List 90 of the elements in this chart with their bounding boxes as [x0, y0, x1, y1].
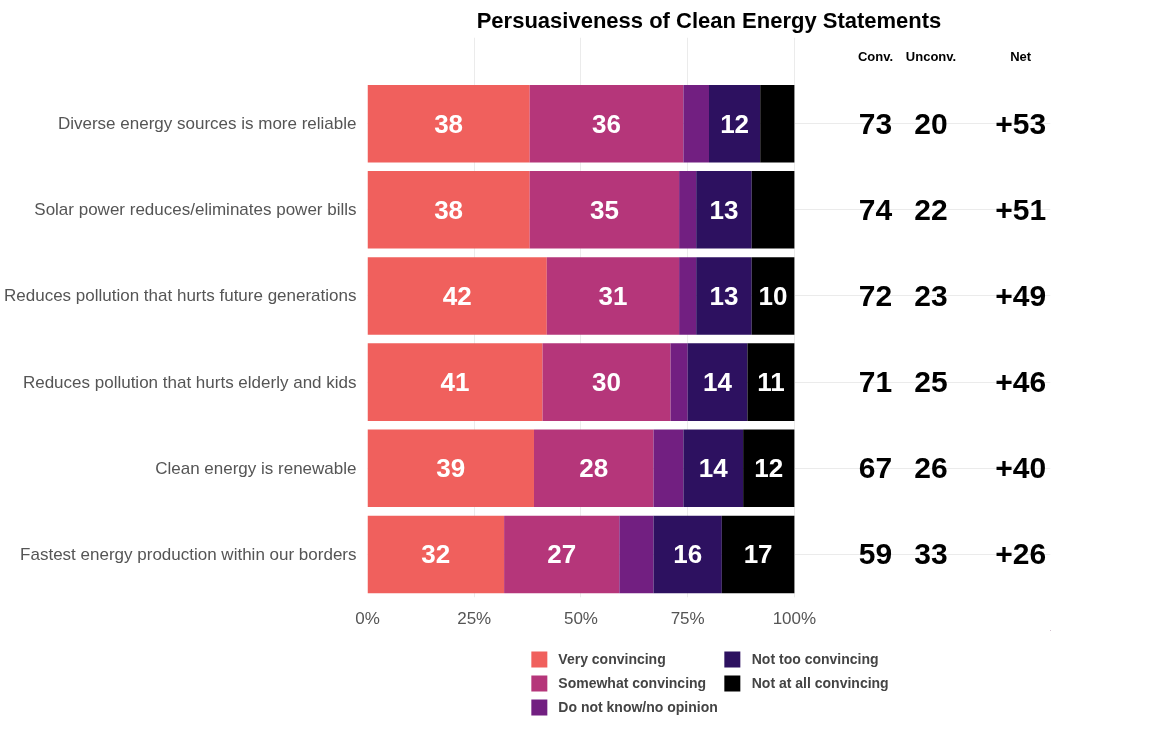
bar	[367, 343, 543, 421]
data-label: 32	[421, 539, 451, 570]
x-tick-label: 0%	[355, 608, 380, 628]
bar	[683, 429, 744, 508]
legend-label: Not at all convincing	[751, 674, 889, 691]
data-label: 30	[592, 367, 622, 398]
bar	[696, 257, 752, 335]
bar	[683, 84, 709, 163]
bar	[546, 257, 680, 335]
data-label: 14	[703, 367, 733, 398]
bar	[670, 343, 688, 421]
data-label: 42	[442, 280, 472, 311]
data-label: 13	[709, 194, 739, 225]
data-label: 38	[434, 108, 464, 139]
y-tick-label: Clean energy is renewable	[155, 458, 357, 478]
text: +49	[995, 278, 1047, 312]
bar	[653, 429, 684, 508]
data-label: 38	[434, 194, 464, 225]
data-label: 14	[698, 453, 729, 484]
bar	[751, 257, 795, 335]
bar	[504, 515, 620, 594]
bar	[529, 171, 680, 249]
bar	[751, 171, 795, 249]
data-label: 28	[579, 453, 609, 484]
data-label: 13	[709, 280, 739, 311]
text: +51	[995, 192, 1047, 226]
legend-label: Not too convincing	[751, 650, 879, 667]
data-label: 16	[673, 539, 703, 570]
text: Net	[1010, 48, 1032, 64]
text: 26	[914, 451, 948, 485]
x-tick-label: 50%	[563, 608, 598, 628]
y-tick-label: Reduces pollution that hurts elderly and kids	[22, 372, 357, 392]
legend-label: Do not know/no opinion	[558, 698, 718, 715]
text: 33	[914, 537, 948, 571]
x-tick-label: 100%	[772, 608, 817, 628]
text: Conv.	[857, 48, 894, 64]
bar	[747, 343, 795, 421]
bar	[529, 84, 684, 163]
bar	[542, 343, 671, 421]
bar	[679, 257, 697, 335]
legend-label: Somewhat convincing	[558, 674, 707, 691]
data-label: 17	[743, 539, 773, 570]
text: 73	[858, 106, 893, 140]
text: +53	[995, 106, 1047, 140]
bar	[367, 257, 547, 335]
y-tick-label: Reduces pollution that hurts future generations	[4, 286, 357, 306]
text: +26	[995, 537, 1047, 571]
bar	[367, 171, 530, 249]
data-label: 36	[592, 108, 622, 139]
bar	[696, 171, 752, 249]
data-label: 35	[589, 194, 619, 225]
data-label: 39	[436, 453, 466, 484]
data-label: 31	[598, 280, 628, 311]
data-label: 10	[758, 280, 788, 311]
bar	[760, 84, 795, 163]
bar	[367, 515, 505, 594]
bar	[743, 429, 795, 508]
chart-title: Persuasiveness of Clean Energy Statements	[476, 7, 942, 33]
data-label: 12	[754, 453, 784, 484]
bar	[367, 84, 530, 163]
x-tick-label: 25%	[457, 608, 492, 628]
text: 71	[858, 365, 893, 399]
data-label: 11	[757, 367, 785, 398]
text: +46	[995, 365, 1047, 399]
text: +40	[995, 451, 1047, 485]
y-tick-label: Diverse energy sources is more reliable	[57, 114, 357, 134]
data-label: 27	[547, 539, 577, 570]
bar	[533, 429, 654, 508]
legend-label: Very convincing	[558, 650, 666, 667]
text: 67	[858, 451, 893, 485]
bar	[687, 343, 748, 421]
y-tick-label: Solar power reduces/eliminates power bills	[34, 200, 357, 220]
bar	[619, 515, 654, 594]
bar	[653, 515, 722, 594]
bar	[679, 171, 697, 249]
text: 74	[858, 192, 893, 226]
bar	[721, 515, 795, 594]
text: 22	[914, 192, 948, 226]
data-label: 12	[720, 108, 750, 139]
x-tick-label: 75%	[670, 608, 705, 628]
y-tick-label: Fastest energy production within our borders	[20, 544, 357, 564]
text: 20	[914, 106, 948, 140]
data-label: 41	[440, 367, 470, 398]
text: 59	[858, 537, 893, 571]
text: Unconv.	[905, 48, 957, 64]
text: 25	[914, 365, 948, 399]
text: 72	[858, 278, 893, 312]
bar	[367, 429, 534, 508]
bar	[709, 84, 761, 163]
text: 23	[914, 278, 948, 312]
